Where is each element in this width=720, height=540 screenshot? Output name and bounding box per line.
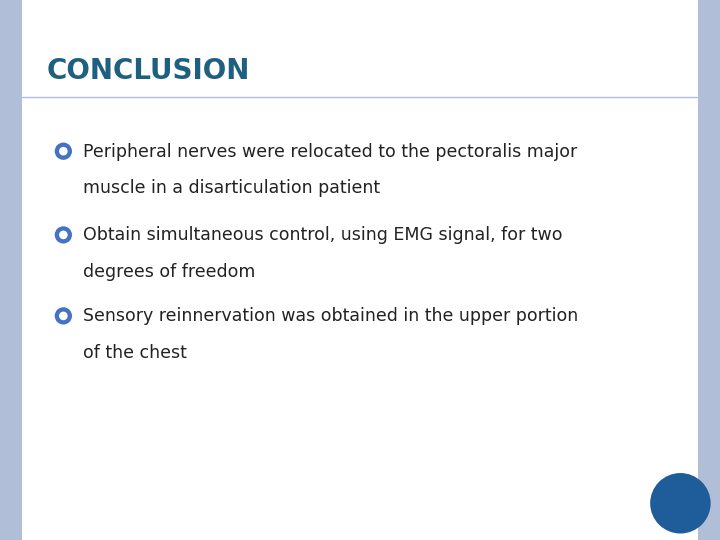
Text: Sensory reinnervation was obtained in the upper portion: Sensory reinnervation was obtained in th… <box>83 307 578 325</box>
FancyBboxPatch shape <box>698 0 720 540</box>
Ellipse shape <box>55 226 72 244</box>
Ellipse shape <box>59 147 68 156</box>
Ellipse shape <box>650 473 711 534</box>
Ellipse shape <box>55 143 72 160</box>
FancyBboxPatch shape <box>0 0 22 540</box>
Text: CONCLUSION: CONCLUSION <box>47 57 250 85</box>
Text: muscle in a disarticulation patient: muscle in a disarticulation patient <box>83 179 380 197</box>
Text: Obtain simultaneous control, using EMG signal, for two: Obtain simultaneous control, using EMG s… <box>83 226 562 244</box>
Ellipse shape <box>55 307 72 325</box>
Ellipse shape <box>59 312 68 320</box>
Text: degrees of freedom: degrees of freedom <box>83 263 255 281</box>
Text: of the chest: of the chest <box>83 344 186 362</box>
Ellipse shape <box>59 231 68 239</box>
Text: Peripheral nerves were relocated to the pectoralis major: Peripheral nerves were relocated to the … <box>83 143 577 160</box>
